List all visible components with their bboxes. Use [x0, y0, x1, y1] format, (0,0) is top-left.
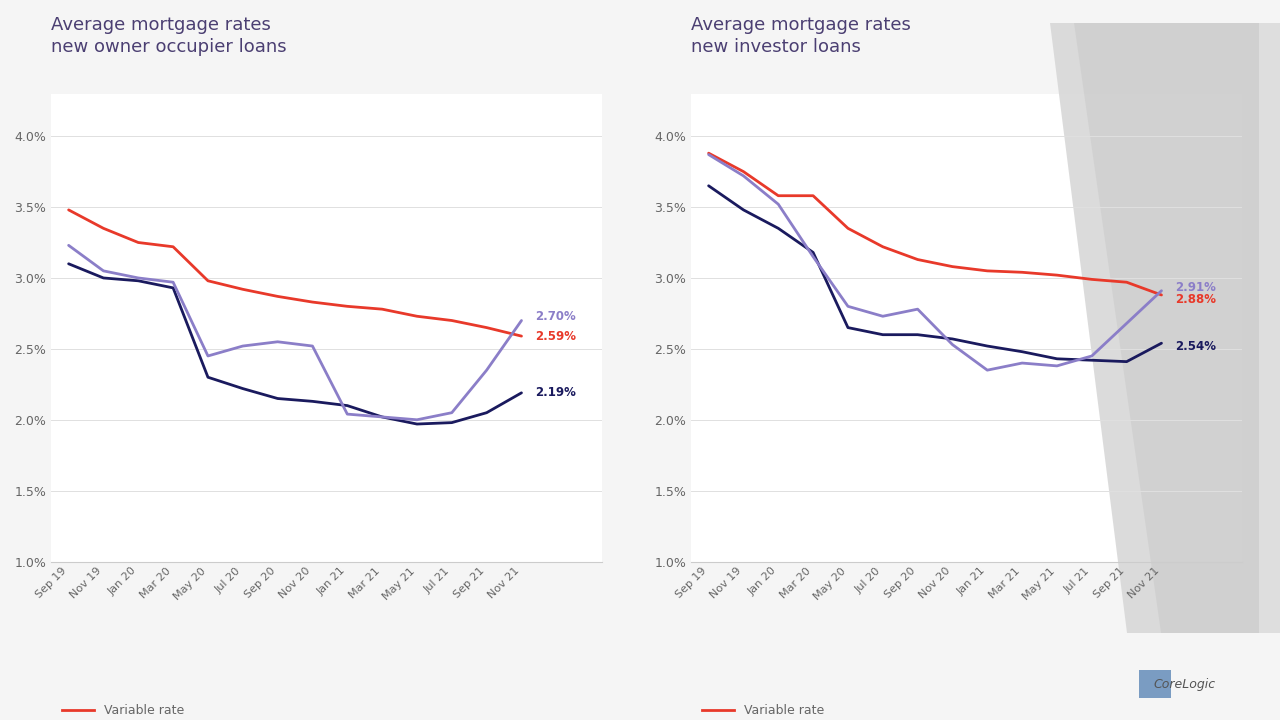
Polygon shape: [1050, 23, 1260, 632]
Text: 2.59%: 2.59%: [535, 330, 576, 343]
Text: Average mortgage rates
new investor loans: Average mortgage rates new investor loan…: [691, 16, 911, 56]
Text: Average mortgage rates
new owner occupier loans: Average mortgage rates new owner occupie…: [51, 16, 287, 56]
Text: 2.54%: 2.54%: [1175, 340, 1216, 353]
Text: CoreLogic: CoreLogic: [1153, 678, 1216, 691]
Text: 2.88%: 2.88%: [1175, 293, 1216, 306]
Legend: Variable rate, Fixed rate, less than or equal to 3 years, Fixed rate, greater th: Variable rate, Fixed rate, less than or …: [698, 699, 998, 720]
Text: 2.91%: 2.91%: [1175, 282, 1216, 294]
Polygon shape: [1074, 23, 1280, 632]
Text: 2.70%: 2.70%: [535, 310, 576, 323]
Text: 2.19%: 2.19%: [535, 387, 576, 400]
Legend: Variable rate, Fixed rate, less than or equal to 3 years, Fixed rate, greater th: Variable rate, Fixed rate, less than or …: [58, 699, 358, 720]
